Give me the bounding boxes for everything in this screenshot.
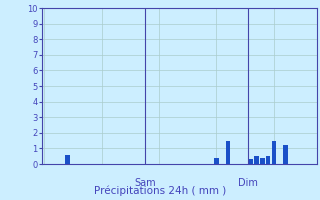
Text: Dim: Dim: [238, 178, 258, 188]
Bar: [266, 156, 270, 164]
Bar: [226, 141, 230, 164]
Bar: [271, 141, 276, 164]
Bar: [283, 145, 288, 164]
Bar: [249, 159, 253, 164]
Bar: [65, 155, 70, 164]
Bar: [260, 158, 265, 164]
Text: Sam: Sam: [134, 178, 156, 188]
Bar: [214, 158, 219, 164]
Bar: [254, 156, 259, 164]
Text: Précipitations 24h ( mm ): Précipitations 24h ( mm ): [94, 186, 226, 196]
